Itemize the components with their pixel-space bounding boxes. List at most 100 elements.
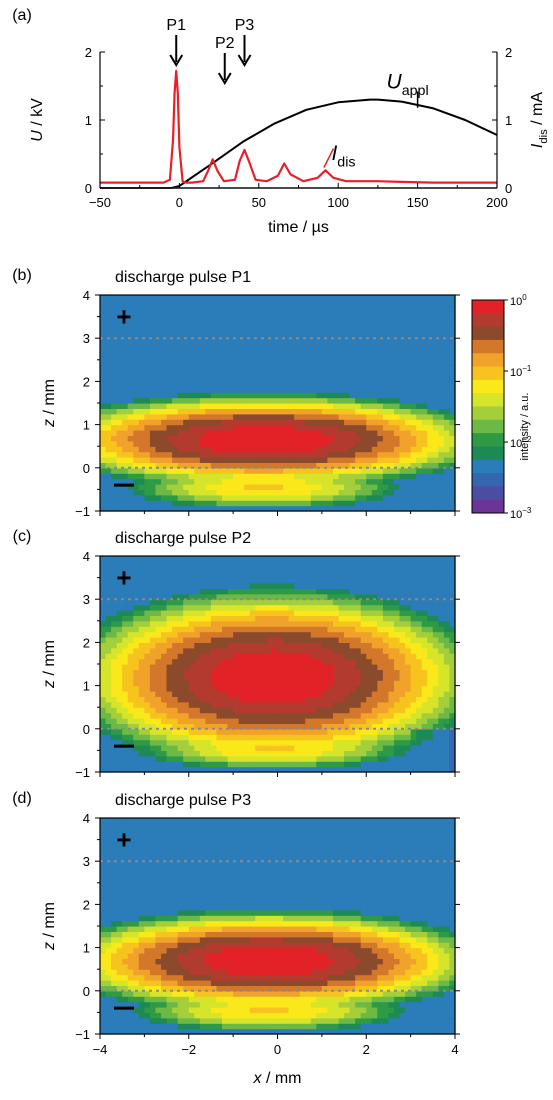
heatmap-cell: [410, 478, 417, 485]
heatmap-cell: [443, 489, 451, 496]
heatmap-cell: [155, 435, 162, 442]
heatmap-cell: [249, 723, 256, 730]
heatmap-cell: [155, 343, 162, 350]
heatmap-cell: [233, 561, 240, 568]
heatmap-cell: [210, 467, 218, 474]
heatmap-cell: [149, 359, 157, 366]
heatmap-cell: [238, 615, 245, 622]
heatmap-cell: [371, 473, 378, 480]
heatmap-cell: [327, 766, 334, 773]
heatmap-cell: [144, 653, 151, 660]
heatmap-cell: [100, 300, 107, 307]
heatmap-cell: [255, 440, 262, 447]
heatmap-cell: [443, 494, 451, 501]
heatmap-cell: [332, 500, 340, 507]
heatmap-cell: [421, 457, 428, 463]
heatmap-cell: [382, 419, 390, 426]
heatmap-cell: [161, 435, 168, 442]
heatmap-cell: [316, 691, 323, 697]
heatmap-cell: [299, 505, 306, 512]
heatmap-cell: [111, 500, 118, 507]
heatmap-cell: [405, 615, 412, 622]
heatmap-cell: [166, 343, 173, 350]
heatmap-cell: [288, 419, 295, 426]
heatmap-cell: [321, 658, 329, 665]
heatmap-cell: [172, 446, 179, 453]
heatmap-cell: [443, 386, 451, 393]
heatmap-cell: [316, 457, 323, 463]
heatmap-cell: [122, 718, 129, 724]
heatmap-cell: [399, 658, 406, 665]
heatmap-cell: [244, 365, 251, 372]
heatmap-cell: [283, 505, 290, 512]
heatmap-cell: [283, 631, 290, 638]
heatmap-cell: [321, 494, 329, 501]
heatmap-cell: [266, 408, 273, 415]
heatmap-cell: [122, 376, 129, 382]
heatmap-cell: [382, 723, 390, 730]
heatmap-cell: [405, 408, 412, 415]
heatmap-cell: [399, 413, 406, 420]
heatmap-cell: [305, 566, 312, 573]
heatmap-cell: [410, 451, 417, 458]
heatmap-cell: [321, 561, 329, 568]
heatmap-cell: [244, 494, 251, 501]
heatmap-cell: [210, 750, 218, 757]
heatmap-cell: [111, 457, 118, 463]
heatmap-cell: [421, 311, 428, 318]
heatmap-cell: [321, 430, 329, 436]
heatmap-cell: [161, 728, 168, 735]
heatmap-cell: [310, 642, 317, 649]
heatmap-cell: [238, 572, 245, 579]
heatmap-cell: [238, 338, 245, 345]
heatmap-cell: [288, 599, 295, 606]
heatmap-cell: [161, 376, 168, 382]
heatmap-cell: [421, 691, 428, 697]
heatmap-cell: [366, 626, 373, 633]
heatmap-cell: [382, 349, 390, 355]
heatmap-cell: [377, 739, 384, 746]
heatmap-cell: [233, 300, 240, 307]
heatmap-cell: [288, 365, 295, 372]
heatmap-cell: [216, 745, 223, 751]
heatmap-cell: [255, 750, 262, 757]
heatmap-cell: [310, 653, 317, 660]
heatmap-cell: [172, 462, 179, 469]
heatmap-cell: [299, 359, 306, 366]
heatmap-cell: [161, 327, 168, 334]
heatmap-cell: [244, 467, 251, 474]
heatmap-cell: [393, 295, 401, 301]
heatmap-cell: [349, 359, 356, 366]
heatmap-cell: [305, 664, 312, 670]
heatmap-cell: [283, 300, 290, 307]
heatmap-cell: [116, 685, 123, 692]
heatmap-cell: [188, 566, 195, 573]
heatmap-cell: [355, 766, 362, 773]
heatmap-cell: [100, 739, 107, 746]
heatmap-cell: [355, 739, 362, 746]
heatmap-cell: [216, 653, 223, 660]
heatmap-cell: [371, 583, 378, 589]
heatmap-cell: [172, 305, 179, 312]
heatmap-cell: [443, 316, 451, 323]
heatmap-cell: [177, 349, 184, 355]
heatmap-cell: [288, 295, 295, 301]
heatmap-cell: [105, 718, 112, 724]
heatmap-cell: [188, 457, 195, 463]
heatmap-cell: [393, 365, 401, 372]
heatmap-cell: [344, 451, 351, 458]
heatmap-cell: [194, 343, 201, 350]
heatmap-cell: [210, 403, 218, 409]
heatmap-cell: [283, 435, 290, 442]
heatmap-cell: [399, 381, 406, 388]
heatmap-cell: [321, 588, 329, 595]
heatmap-cell: [305, 647, 312, 654]
heatmap-cell: [410, 669, 417, 676]
heatmap-cell: [161, 370, 168, 377]
heatmap-cell: [255, 664, 262, 670]
heatmap-cell: [283, 397, 290, 404]
heatmap-cell: [349, 734, 356, 741]
heatmap-cell: [421, 489, 428, 496]
heatmap-cell: [199, 413, 206, 420]
